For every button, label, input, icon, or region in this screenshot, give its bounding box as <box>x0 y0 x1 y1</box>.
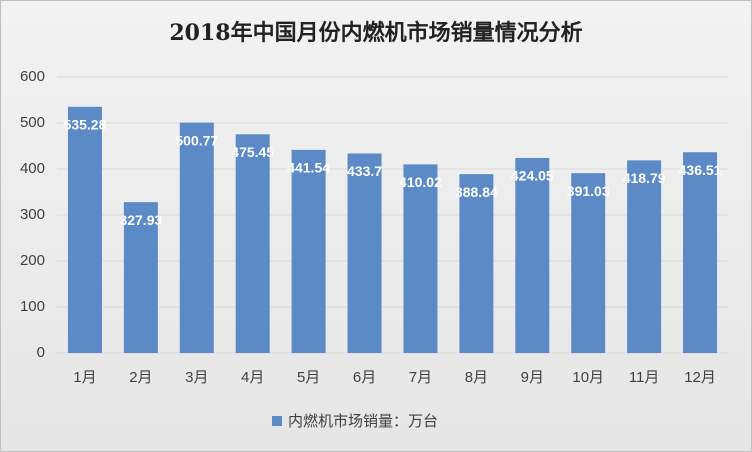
bar <box>459 174 494 353</box>
value-label: 391.03 <box>567 183 610 199</box>
value-label: 424.05 <box>511 168 554 184</box>
y-tick-label: 400 <box>20 160 45 177</box>
x-tick-label: 2月 <box>129 369 152 386</box>
x-tick-label: 4月 <box>241 369 264 386</box>
chart-title: 2018年中国月份内燃机市场销量情况分析 <box>169 20 582 46</box>
y-tick-label: 300 <box>20 206 45 223</box>
value-label: 441.54 <box>287 160 330 176</box>
bar <box>347 153 382 353</box>
x-tick-label: 8月 <box>465 369 488 386</box>
bar <box>403 164 438 353</box>
y-tick-label: 100 <box>20 298 45 315</box>
bar <box>291 149 326 353</box>
value-label: 500.77 <box>175 132 218 148</box>
x-tick-label: 1月 <box>73 369 96 386</box>
bar <box>571 173 606 353</box>
bar <box>123 202 158 353</box>
y-tick-label: 600 <box>20 68 45 85</box>
bar <box>235 134 270 353</box>
value-label: 388.84 <box>455 184 498 200</box>
value-label: 327.93 <box>119 212 162 228</box>
value-label: 410.02 <box>399 174 442 190</box>
y-tick-label: 0 <box>37 344 45 361</box>
value-label: 535.28 <box>64 116 107 132</box>
x-tick-label: 6月 <box>353 369 376 386</box>
bar <box>67 106 102 353</box>
legend-swatch <box>272 416 282 426</box>
y-tick-label: 200 <box>20 252 45 269</box>
legend-label: 内燃机市场销量：万台 <box>288 412 438 430</box>
bar <box>179 122 214 353</box>
x-tick-label: 7月 <box>409 369 432 386</box>
bar <box>683 152 718 353</box>
value-label: 418.79 <box>623 170 666 186</box>
x-tick-label: 5月 <box>297 369 320 386</box>
x-tick-label: 3月 <box>185 369 208 386</box>
y-tick-label: 500 <box>20 114 45 131</box>
value-label: 433.7 <box>347 163 382 179</box>
bar <box>627 160 662 353</box>
x-tick-label: 10月 <box>572 369 604 386</box>
x-tick-label: 11月 <box>629 369 660 386</box>
x-tick-label: 9月 <box>521 369 544 386</box>
bar <box>515 157 550 353</box>
value-label: 436.51 <box>679 162 722 178</box>
value-label: 475.45 <box>231 144 274 160</box>
x-tick-label: 12月 <box>684 369 716 386</box>
